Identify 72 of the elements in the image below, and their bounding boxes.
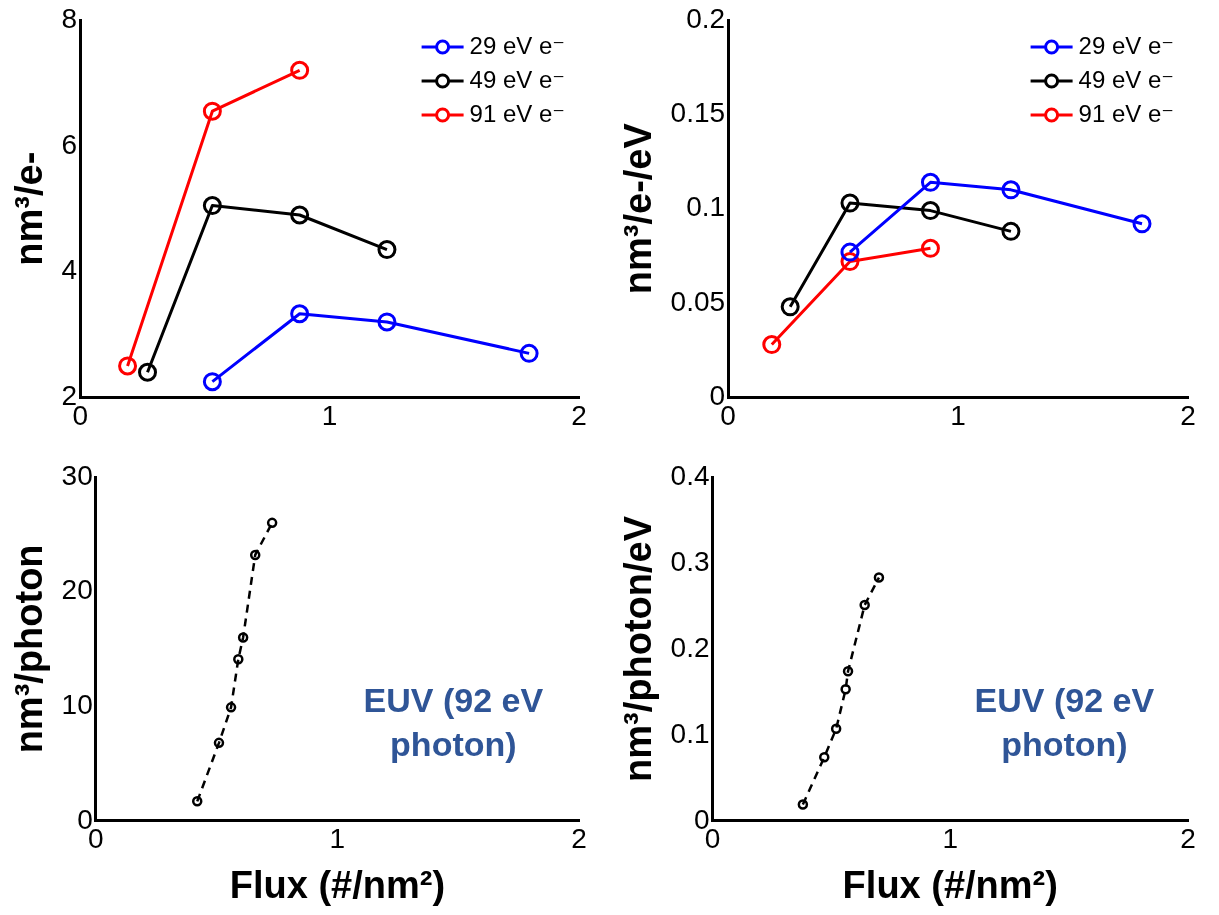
x-tick-label: 2 — [1180, 399, 1196, 431]
point — [873, 572, 885, 583]
point — [1001, 221, 1021, 241]
point — [842, 666, 854, 677]
point — [819, 751, 830, 763]
point — [1132, 214, 1152, 234]
y-tick-label: 0.3 — [670, 545, 710, 577]
x-tick-label: 2 — [571, 823, 587, 855]
point — [840, 242, 860, 262]
point — [202, 372, 222, 392]
point — [202, 101, 222, 121]
y-tick-label: 0.05 — [670, 285, 726, 317]
point — [920, 238, 940, 258]
point — [797, 799, 809, 810]
x-axis-title: Flux (#/nm²) — [229, 863, 446, 906]
point — [237, 632, 249, 643]
x-tick-label: 2 — [1180, 823, 1196, 855]
point — [118, 356, 138, 376]
point — [1001, 180, 1021, 200]
x-tick-label: 1 — [942, 823, 959, 855]
point — [138, 362, 158, 382]
y-tick-label: 0.4 — [670, 459, 710, 491]
point — [377, 240, 397, 260]
y-tick-label: 0.2 — [686, 2, 726, 34]
y-tick-label: 10 — [61, 688, 93, 720]
legend-label: 91 eV e⁻ — [469, 99, 565, 127]
point — [840, 684, 851, 695]
point — [191, 796, 203, 807]
y-tick-label: 4 — [61, 254, 78, 286]
point — [266, 517, 278, 529]
y-tick-label: 6 — [61, 128, 78, 160]
x-tick-label: 2 — [571, 399, 587, 431]
point — [290, 60, 310, 80]
point — [519, 343, 539, 363]
y-axis-title: nm³/e- — [8, 151, 51, 266]
point — [840, 252, 860, 272]
annotation: EUV (92 eV photon) — [363, 680, 544, 763]
y-tick-label: 0.2 — [670, 631, 710, 663]
legend-label: 49 eV e⁻ — [1078, 65, 1174, 93]
legend-label: 29 eV e⁻ — [1078, 31, 1174, 59]
point — [290, 304, 310, 324]
legend-label: 29 eV e⁻ — [469, 31, 565, 59]
point — [213, 737, 225, 749]
y-axis-title: nm³/photon — [8, 544, 51, 754]
x-axis-title: Flux (#/nm²) — [842, 863, 1058, 906]
x-tick-label: 1 — [950, 399, 966, 431]
point — [780, 297, 800, 317]
y-tick-label: 20 — [61, 574, 93, 606]
y-axis-title: nm³/photon/eV — [617, 515, 660, 782]
point — [225, 702, 237, 713]
y-tick-label: 8 — [61, 2, 78, 34]
point — [249, 549, 261, 561]
annotation: EUV (92 eV photon) — [974, 680, 1155, 763]
point — [840, 193, 860, 213]
legend-label: 49 eV e⁻ — [469, 65, 565, 93]
point — [920, 172, 940, 192]
y-tick-label: 0.1 — [670, 717, 710, 749]
point — [920, 201, 940, 221]
y-tick-label: 0.15 — [670, 97, 726, 129]
x-tick-label: 1 — [321, 399, 338, 431]
x-tick-label: 1 — [329, 823, 346, 855]
y-tick-label: 30 — [61, 459, 93, 491]
point — [377, 312, 397, 332]
point — [290, 205, 310, 225]
y-tick-label: 0.1 — [686, 191, 726, 223]
point — [830, 723, 842, 735]
point — [202, 196, 222, 216]
point — [233, 653, 244, 665]
point — [859, 599, 870, 611]
y-axis-title: nm³/e-/eV — [617, 122, 660, 295]
point — [762, 335, 782, 355]
legend-label: 91 eV e⁻ — [1078, 99, 1174, 127]
